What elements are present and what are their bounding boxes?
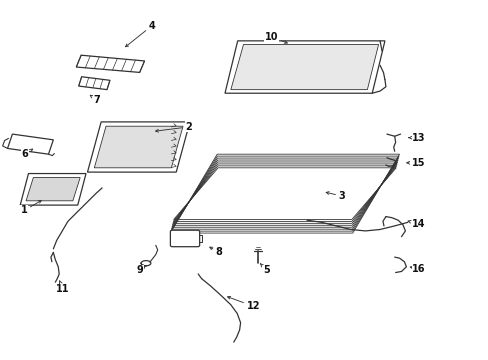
- Text: 1: 1: [20, 201, 41, 216]
- Polygon shape: [94, 126, 183, 168]
- Text: 6: 6: [21, 149, 33, 159]
- Polygon shape: [26, 177, 80, 201]
- Text: 9: 9: [136, 265, 145, 275]
- Text: 12: 12: [227, 296, 260, 311]
- Text: 10: 10: [264, 32, 287, 43]
- Text: 7: 7: [90, 95, 101, 105]
- Text: 15: 15: [406, 158, 425, 168]
- Polygon shape: [87, 122, 189, 172]
- Text: 14: 14: [407, 219, 425, 229]
- Polygon shape: [20, 174, 86, 205]
- Polygon shape: [7, 134, 53, 154]
- Text: 11: 11: [56, 281, 70, 294]
- FancyBboxPatch shape: [170, 230, 199, 247]
- Polygon shape: [79, 77, 110, 90]
- Text: 8: 8: [209, 247, 222, 257]
- Text: 2: 2: [155, 122, 191, 132]
- Text: 5: 5: [260, 264, 269, 275]
- Polygon shape: [76, 55, 144, 72]
- Polygon shape: [230, 44, 378, 90]
- Text: 4: 4: [125, 21, 155, 47]
- Text: 13: 13: [408, 133, 425, 143]
- Polygon shape: [170, 154, 399, 233]
- Text: 16: 16: [409, 264, 425, 274]
- Polygon shape: [224, 41, 384, 93]
- Text: 3: 3: [325, 191, 345, 201]
